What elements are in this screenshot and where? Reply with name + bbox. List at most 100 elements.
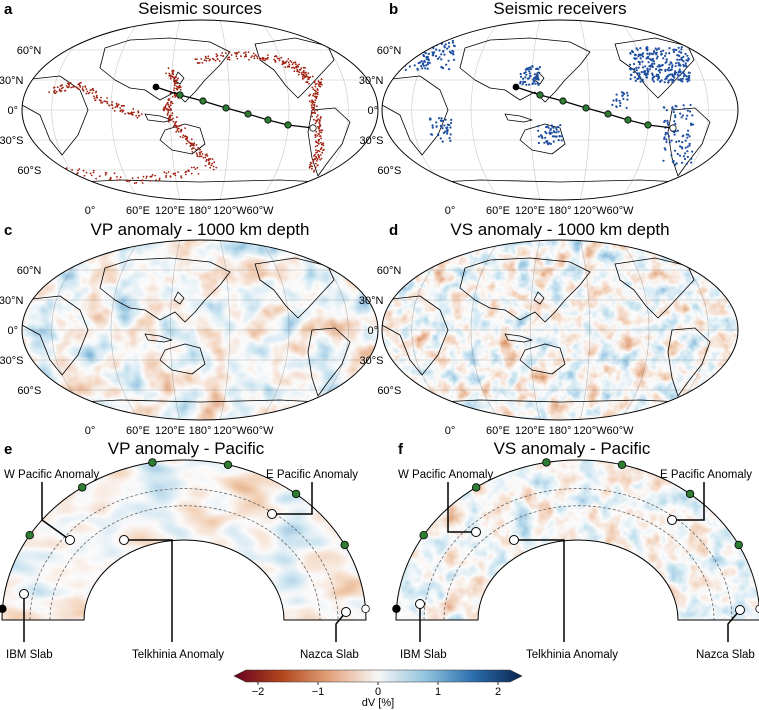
- source-dot: [214, 59, 217, 62]
- source-dot: [204, 156, 207, 159]
- source-dot: [280, 56, 283, 59]
- source-dot: [86, 90, 89, 93]
- receiver-dot: [656, 65, 659, 68]
- receiver-dot: [638, 73, 641, 76]
- receiver-dot: [645, 72, 648, 75]
- receiver-dot: [682, 134, 685, 137]
- coastline: [667, 327, 711, 397]
- receiver-dot: [435, 40, 439, 43]
- receiver-dot: [560, 139, 563, 142]
- coastline: [519, 343, 566, 375]
- receiver-dot: [395, 64, 398, 67]
- map-b-profile-path: [512, 83, 677, 132]
- source-dot: [100, 102, 102, 104]
- source-dot: [119, 176, 122, 179]
- source-dot: [211, 158, 214, 161]
- receiver-dot: [684, 52, 687, 56]
- source-dot: [208, 161, 211, 164]
- source-dot: [228, 56, 231, 59]
- receiver-dot: [663, 81, 666, 84]
- receiver-dot: [630, 74, 633, 77]
- source-dot: [291, 63, 294, 66]
- source-dot: [98, 99, 101, 101]
- receiver-dot: [671, 73, 674, 76]
- receiver-dot: [688, 142, 691, 145]
- receiver-dot: [646, 67, 649, 70]
- source-dot: [164, 105, 167, 108]
- receiver-dot: [684, 146, 687, 149]
- source-dot: [315, 162, 317, 165]
- receiver-dot: [529, 66, 532, 69]
- receiver-dot: [639, 47, 642, 50]
- source-dot: [118, 178, 121, 181]
- source-dot: [80, 81, 82, 84]
- receiver-dot: [646, 46, 649, 49]
- source-dot: [176, 79, 179, 81]
- label-ibm-f: IBM Slab: [400, 649, 447, 661]
- source-dot: [165, 176, 167, 179]
- source-dot: [307, 72, 310, 75]
- receiver-dot: [640, 71, 643, 74]
- source-dot: [309, 93, 312, 96]
- source-dot: [95, 96, 98, 99]
- meridian-line: [411, 240, 461, 420]
- map-b-graticule: [382, 20, 738, 200]
- receiver-dot: [677, 46, 680, 49]
- receiver-dot: [528, 75, 532, 78]
- receiver-dot: [649, 58, 652, 61]
- receiver-dot: [668, 141, 671, 144]
- lat-tick-label: 30°S: [360, 135, 384, 147]
- source-dot: [248, 58, 250, 61]
- receiver-dot: [527, 68, 530, 71]
- panel-letter-d: d: [389, 222, 398, 239]
- source-dot: [318, 129, 321, 132]
- receiver-dot: [670, 68, 673, 71]
- receiver-dot: [651, 57, 655, 60]
- receiver-dot: [629, 68, 632, 71]
- source-dot: [169, 76, 172, 78]
- leader-e-pacific-e: [272, 482, 313, 515]
- source-dot: [322, 144, 325, 147]
- receiver-dot: [671, 79, 674, 82]
- receiver-dot: [426, 46, 429, 49]
- source-dot: [313, 118, 315, 121]
- source-dot: [76, 172, 79, 174]
- receiver-dot: [552, 130, 556, 133]
- receiver-dot: [665, 109, 668, 112]
- source-dot: [137, 111, 140, 114]
- profile-node: [582, 104, 590, 112]
- coastline: [519, 123, 566, 155]
- receiver-dot: [451, 39, 454, 43]
- receiver-dot: [422, 55, 426, 58]
- receiver-dot: [691, 123, 695, 126]
- source-dot: [195, 152, 198, 155]
- receiver-dot: [666, 119, 669, 122]
- source-dot: [234, 52, 236, 54]
- source-dot: [322, 142, 325, 145]
- section-end-node: [361, 604, 370, 613]
- colorbar-tick-label: 2: [495, 686, 501, 698]
- receiver-dot: [438, 49, 441, 52]
- source-dot: [167, 111, 170, 114]
- source-dot: [78, 82, 81, 85]
- panel-b: b Seismic receivers: [381, 0, 739, 201]
- source-dot: [313, 80, 316, 82]
- source-dot: [167, 171, 170, 173]
- receiver-dot: [413, 41, 416, 44]
- receiver-dot: [670, 154, 673, 157]
- receiver-dot: [404, 58, 407, 62]
- source-dot: [202, 156, 205, 159]
- source-dot: [68, 83, 70, 86]
- source-dot: [209, 166, 212, 169]
- receiver-dot: [408, 65, 411, 68]
- receiver-dot: [681, 141, 684, 144]
- receiver-dot: [686, 136, 689, 139]
- label-telkhinia-f: Telkhinia Anomaly: [526, 649, 618, 661]
- source-dot: [163, 106, 165, 109]
- source-dot: [174, 121, 177, 124]
- source-dot: [312, 160, 315, 163]
- source-dot: [172, 120, 175, 123]
- source-dot: [193, 147, 195, 150]
- panel-a-title: Seismic sources: [138, 0, 262, 18]
